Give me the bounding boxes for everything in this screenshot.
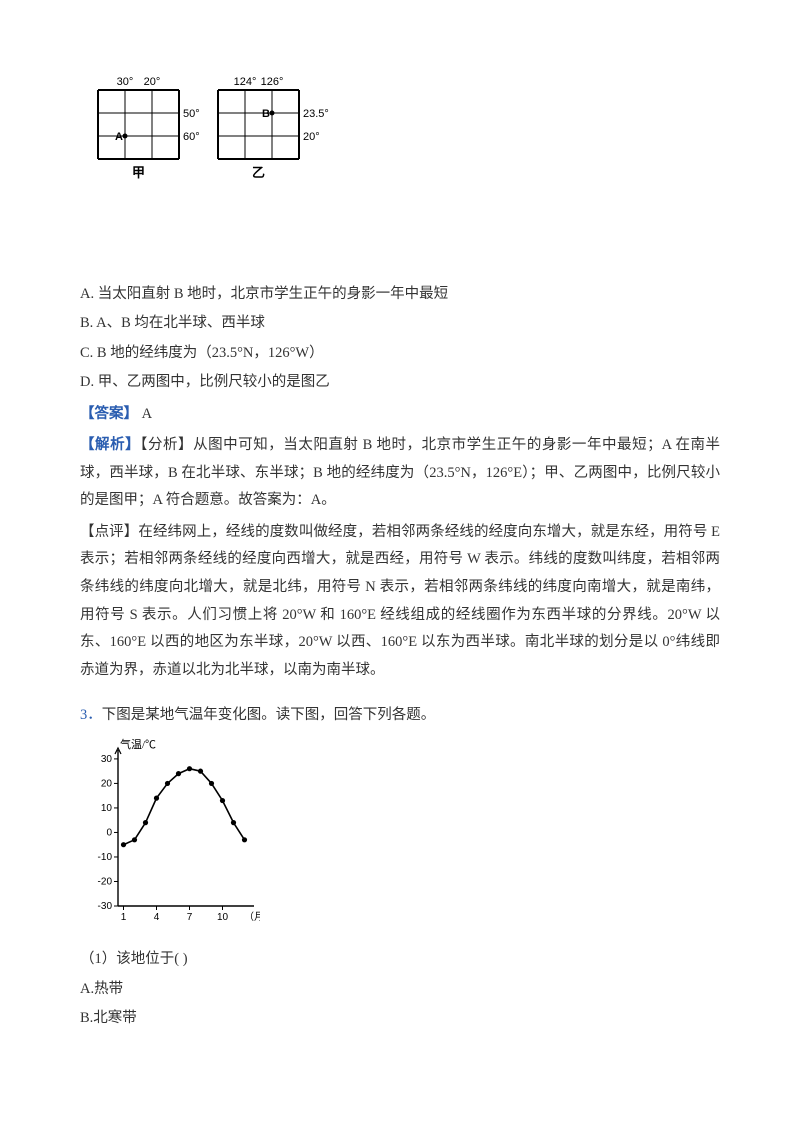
- q3-option-b: B.北寒带: [80, 1005, 720, 1033]
- svg-text:-20: -20: [98, 876, 113, 887]
- svg-text:30°: 30°: [117, 76, 134, 88]
- svg-text:-30: -30: [98, 901, 113, 912]
- svg-text:20°: 20°: [144, 76, 161, 88]
- svg-text:10: 10: [101, 803, 113, 814]
- q3-option-a: A.热带: [80, 976, 720, 1004]
- svg-text:0: 0: [106, 827, 112, 838]
- svg-text:甲: 甲: [132, 165, 145, 180]
- temperature-chart: 气温/℃ -30 -20 -10 0 10 20 30 1 4 7 10 （月）: [80, 738, 720, 939]
- svg-text:50°: 50°: [183, 108, 200, 120]
- svg-text:126°: 126°: [261, 76, 284, 88]
- svg-text:B: B: [262, 108, 270, 120]
- svg-text:A: A: [115, 131, 123, 143]
- q3-text: 下图是某地气温年变化图。读下图，回答下列各题。: [102, 707, 436, 723]
- answer-line: 【答案】 A: [80, 401, 720, 429]
- svg-text:20°: 20°: [303, 131, 320, 143]
- option-d: D. 甲、乙两图中，比例尺较小的是图乙: [80, 369, 720, 397]
- svg-text:20: 20: [101, 778, 113, 789]
- analysis-lead-2: 【点评】: [80, 524, 138, 540]
- svg-text:124°: 124°: [234, 76, 257, 88]
- svg-text:1: 1: [121, 912, 127, 923]
- analysis-paragraph-1: 【解析】【分析】从图中可知，当太阳直射 B 地时，北京市学生正午的身影一年中最短…: [80, 432, 720, 515]
- option-c: C. B 地的经纬度为（23.5°N，126°W）: [80, 340, 720, 368]
- analysis-lead-1: 【分析】: [140, 437, 193, 453]
- svg-text:23.5°: 23.5°: [303, 108, 329, 120]
- svg-text:（月）: （月）: [244, 911, 260, 923]
- svg-text:乙: 乙: [252, 165, 265, 180]
- option-a: A. 当太阳直射 B 地时，北京市学生正午的身影一年中最短: [80, 281, 720, 309]
- svg-text:7: 7: [187, 912, 193, 923]
- option-b: B. A、B 均在北半球、西半球: [80, 310, 720, 338]
- answer-value: A: [138, 406, 152, 422]
- analysis-label: 【解析】: [80, 437, 140, 453]
- analysis-paragraph-2: 【点评】在经纬网上，经线的度数叫做经度，若相邻两条经线的经度向东增大，就是东经，…: [80, 519, 720, 684]
- q3-number: 3．: [80, 707, 102, 723]
- analysis-text-2: 在经纬网上，经线的度数叫做经度，若相邻两条经线的经度向东增大，就是东经，用符号 …: [80, 524, 720, 678]
- q3-subquestion: （1）该地位于( ): [80, 946, 720, 974]
- svg-text:-10: -10: [98, 852, 113, 863]
- svg-text:30: 30: [101, 754, 113, 765]
- q3-heading: 3．下图是某地气温年变化图。读下图，回答下列各题。: [80, 702, 720, 730]
- coordinate-grid-diagram: 30° 20° 50° 60° A 甲 124° 126° 23.5° 20° B 乙: [80, 70, 720, 241]
- svg-text:4: 4: [154, 912, 160, 923]
- svg-text:气温/℃: 气温/℃: [120, 738, 156, 751]
- svg-text:60°: 60°: [183, 131, 200, 143]
- answer-label: 【答案】: [80, 406, 138, 422]
- svg-text:10: 10: [217, 912, 229, 923]
